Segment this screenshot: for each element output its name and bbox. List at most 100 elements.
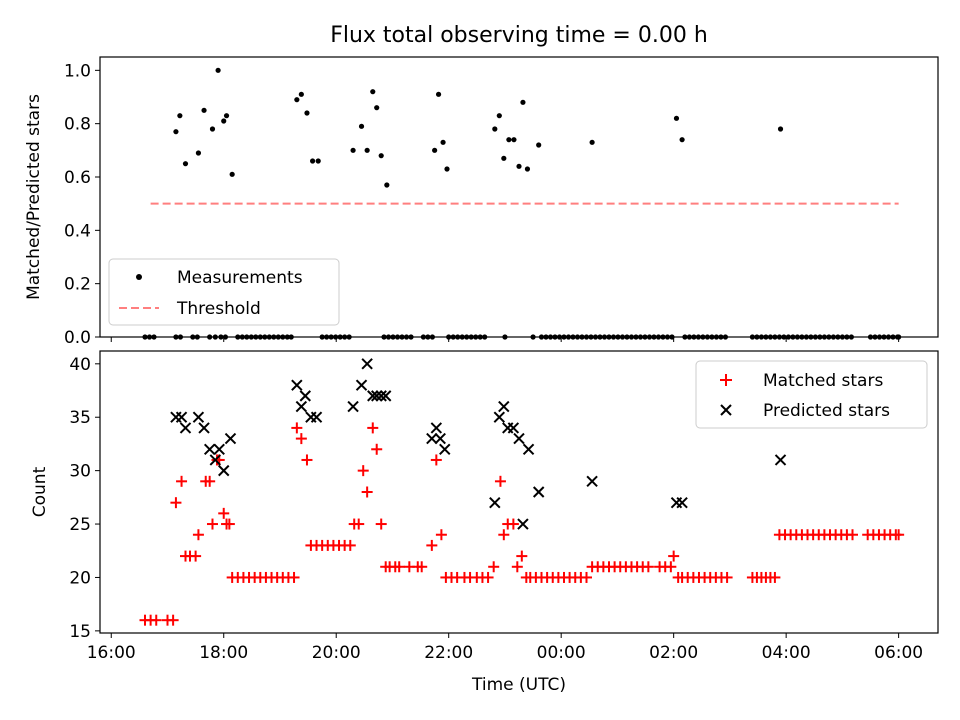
measurement-point: [679, 137, 685, 143]
matched-star-point: [507, 518, 519, 530]
measurement-point: [511, 137, 517, 143]
predicted-star-b: [299, 390, 311, 402]
bottom-x-tick-label: 06:00: [874, 643, 923, 663]
bottom-x-tick-label: 00:00: [537, 643, 586, 663]
matched-star-point: [301, 454, 313, 466]
chart-title: Flux total observing time = 0.00 h: [330, 23, 708, 48]
bottom-y-tick-label: 15: [69, 622, 91, 642]
predicted-star-b: [371, 390, 383, 402]
predicted-star-point: [203, 443, 216, 455]
measurement-point: [378, 153, 384, 159]
matched-star-point: [580, 571, 592, 583]
measurement-point: [315, 158, 321, 164]
matched-star-point: [167, 614, 179, 626]
bottom-x-tick-label: 18:00: [199, 643, 248, 663]
predicted-star-point: [522, 443, 535, 455]
matched-star-point: [361, 486, 373, 498]
predicted-star-point: [517, 518, 529, 530]
measurement-point: [294, 97, 300, 103]
matched-star-point: [665, 561, 677, 573]
measurement-point: [223, 113, 230, 119]
predicted-star-point: [175, 411, 188, 423]
top-y-tick-label: 0.2: [64, 275, 91, 295]
matched-star-point: [344, 539, 356, 551]
measurement-point: [304, 110, 310, 116]
matched-star-point: [430, 454, 442, 466]
measurement-point: [209, 126, 216, 132]
matched-star-point: [288, 571, 300, 583]
measurement-point: [384, 182, 390, 188]
measurement-point: [536, 142, 542, 148]
bottom-plot-frame: [99, 350, 939, 634]
measurement-point: [492, 126, 498, 132]
predicted-star-b: [218, 464, 230, 477]
matched-star-point: [721, 571, 733, 583]
predicted-star-b: [380, 390, 392, 402]
legend-label-measurements: Measurements: [177, 268, 303, 288]
measurement-point: [370, 89, 376, 95]
predicted-star-point: [430, 422, 443, 434]
predicted-star-b: [532, 486, 545, 498]
predicted-star-b: [586, 475, 598, 488]
measurement-point: [173, 129, 179, 135]
predicted-star-b: [347, 400, 359, 413]
predicted-star-b: [430, 422, 443, 434]
matched-star-point: [295, 433, 307, 445]
bottom-x-tick-label: 02:00: [649, 643, 698, 663]
measurement-point: [444, 166, 450, 172]
bottom-x-tick-label: 16:00: [87, 643, 136, 663]
measurement-point: [374, 105, 380, 111]
predicted-star-point: [355, 379, 368, 391]
predicted-star-b: [426, 432, 438, 445]
matched-star-point: [150, 614, 162, 626]
top-y-tick-label: 0.0: [64, 328, 91, 348]
matched-star-point: [511, 561, 523, 573]
measurement-point: [358, 123, 365, 129]
bottom-y-tick-label: 30: [69, 462, 91, 482]
bottom-x-tick-label: 22:00: [424, 643, 473, 663]
predicted-star-point: [218, 464, 230, 477]
bottom-y-tick-label: 25: [69, 515, 91, 535]
matched-star-point: [291, 422, 303, 434]
predicted-star-b: [179, 422, 192, 434]
top-legend-box: [108, 258, 340, 326]
bottom-y-tick-label: 40: [69, 355, 91, 375]
predicted-star-point: [493, 411, 506, 423]
matched-star-point: [367, 422, 379, 434]
top-plot-frame: [99, 56, 939, 338]
predicted-star-b: [175, 411, 188, 423]
predicted-star-b: [291, 379, 303, 391]
matched-star-point: [847, 529, 859, 541]
measurement-point: [673, 115, 680, 121]
measurement-point: [520, 99, 526, 105]
measurement-point: [201, 107, 207, 113]
predicted-star-point: [426, 432, 438, 445]
measurement-point: [364, 147, 370, 153]
matched-star-point: [416, 561, 428, 573]
predicted-star-point: [224, 432, 237, 445]
legend-label-predicted: Predicted stars: [763, 401, 890, 421]
predicted-star-point: [586, 475, 598, 488]
predicted-star-b: [513, 432, 525, 445]
matched-star-point: [206, 518, 218, 530]
matched-star-point: [357, 465, 369, 477]
measurement-point: [432, 147, 438, 153]
predicted-star-point: [439, 443, 451, 455]
matched-star-point: [204, 475, 216, 487]
bottom-plot-area: [139, 358, 905, 626]
matched-star-point: [494, 475, 506, 487]
predicted-star-b: [367, 390, 379, 402]
predicted-star-b: [224, 432, 237, 445]
matched-star-point: [482, 571, 494, 583]
matched-star-point: [375, 518, 387, 530]
predicted-star-b: [676, 496, 688, 509]
predicted-star-point: [507, 422, 520, 434]
matched-star-point: [668, 550, 680, 562]
measurement-point: [309, 158, 316, 164]
top-legend: Measurements Threshold: [108, 258, 340, 326]
predicted-star-b: [203, 443, 216, 455]
predicted-star-point: [310, 411, 323, 423]
predicted-star-b: [439, 443, 451, 455]
